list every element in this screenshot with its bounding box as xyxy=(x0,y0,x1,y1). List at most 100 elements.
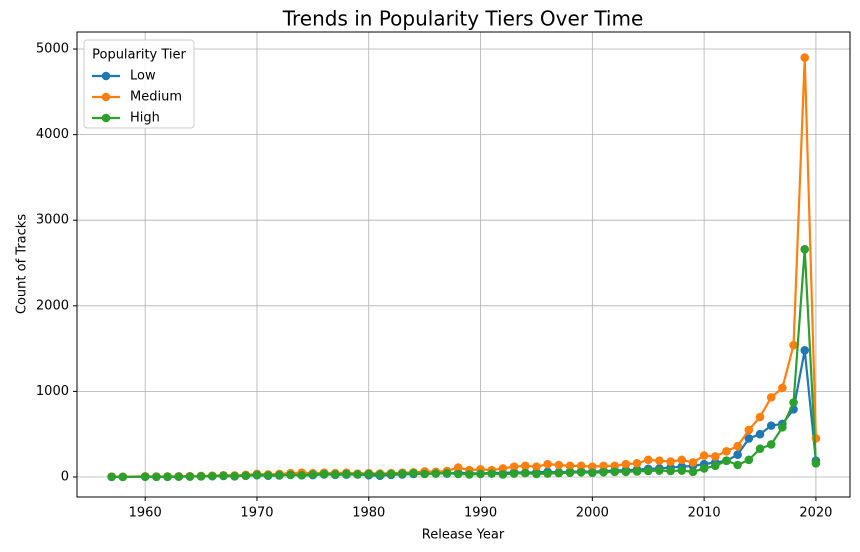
data-point xyxy=(800,346,810,355)
data-point xyxy=(509,462,519,472)
data-point xyxy=(800,53,810,62)
data-point xyxy=(576,461,586,471)
y-tick-label: 3000 xyxy=(36,213,69,228)
legend-box xyxy=(83,39,195,129)
y-tick-label: 5000 xyxy=(36,42,69,57)
data-point xyxy=(733,450,742,460)
legend-marker xyxy=(101,71,111,81)
data-point xyxy=(610,467,619,477)
x-axis-label: Release Year xyxy=(422,528,505,543)
data-point xyxy=(297,470,306,480)
data-point xyxy=(643,466,653,476)
data-point xyxy=(666,466,675,476)
data-point xyxy=(733,441,742,451)
data-point xyxy=(744,425,754,435)
data-point xyxy=(207,471,217,481)
chart-title: Trends in Popularity Tiers Over Time xyxy=(282,7,644,31)
data-point xyxy=(498,470,508,479)
legend-marker xyxy=(101,113,111,123)
data-point xyxy=(543,469,552,478)
data-point xyxy=(621,467,631,477)
x-tick-label: 1960 xyxy=(129,506,162,521)
data-point xyxy=(588,462,597,472)
x-tick-label: 2020 xyxy=(799,506,832,521)
data-point xyxy=(453,463,463,472)
data-point xyxy=(252,470,262,480)
data-point xyxy=(565,461,575,471)
data-point xyxy=(710,461,720,471)
data-point xyxy=(755,429,765,439)
data-point xyxy=(789,340,798,350)
data-point xyxy=(789,398,798,407)
legend-title: Popularity Tier xyxy=(92,48,186,63)
data-point xyxy=(655,466,664,475)
series-line xyxy=(111,249,818,478)
data-point xyxy=(330,470,340,479)
legend-label: High xyxy=(130,111,160,126)
data-point xyxy=(800,245,810,254)
data-point xyxy=(699,464,709,473)
data-point xyxy=(431,469,441,478)
data-point xyxy=(286,470,295,480)
legend-label: Low xyxy=(130,69,156,84)
x-tick-label: 2000 xyxy=(576,506,609,521)
data-point xyxy=(487,469,497,478)
legend-label: Medium xyxy=(130,90,182,105)
data-point xyxy=(263,470,273,480)
data-point xyxy=(599,467,608,477)
data-point xyxy=(599,461,608,471)
data-point xyxy=(688,458,698,467)
data-point xyxy=(185,472,195,481)
series-line xyxy=(111,57,818,478)
data-point xyxy=(543,459,552,469)
data-point xyxy=(319,469,329,479)
data-point xyxy=(465,470,474,479)
data-point xyxy=(442,468,452,478)
data-point xyxy=(152,472,161,482)
data-point xyxy=(196,471,206,481)
data-point xyxy=(655,456,664,466)
data-point xyxy=(174,472,184,481)
data-point xyxy=(811,434,821,443)
data-point xyxy=(554,468,564,478)
data-point xyxy=(532,469,541,479)
data-point xyxy=(688,467,698,477)
data-point xyxy=(241,471,251,480)
data-point xyxy=(722,456,731,466)
data-point xyxy=(811,458,821,468)
data-point xyxy=(554,460,564,470)
data-point xyxy=(140,472,150,482)
data-point xyxy=(520,461,530,471)
data-point xyxy=(476,469,485,479)
data-point xyxy=(219,471,228,480)
data-point xyxy=(275,470,284,480)
data-point xyxy=(733,460,742,470)
data-point xyxy=(163,472,172,482)
y-tick-label: 1000 xyxy=(36,384,69,399)
x-tick-label: 2010 xyxy=(688,506,721,521)
data-point xyxy=(766,440,776,449)
data-point xyxy=(666,457,675,466)
data-point xyxy=(420,469,429,479)
plot-frame xyxy=(76,31,851,498)
data-point xyxy=(643,455,653,465)
data-point xyxy=(744,455,754,465)
data-point xyxy=(364,469,374,479)
series-line xyxy=(111,350,817,478)
data-point xyxy=(386,469,396,479)
data-point xyxy=(710,452,720,461)
data-point xyxy=(632,458,642,468)
data-point xyxy=(118,472,128,482)
data-point xyxy=(588,468,597,477)
y-tick-label: 2000 xyxy=(36,298,69,313)
data-point xyxy=(498,464,508,473)
data-point xyxy=(778,423,787,432)
data-point xyxy=(744,434,754,443)
x-tick-label: 1990 xyxy=(464,506,497,521)
data-point xyxy=(621,459,631,469)
data-point xyxy=(565,468,575,477)
x-tick-label: 1980 xyxy=(352,506,385,521)
data-point xyxy=(610,461,619,471)
data-point xyxy=(308,470,318,479)
